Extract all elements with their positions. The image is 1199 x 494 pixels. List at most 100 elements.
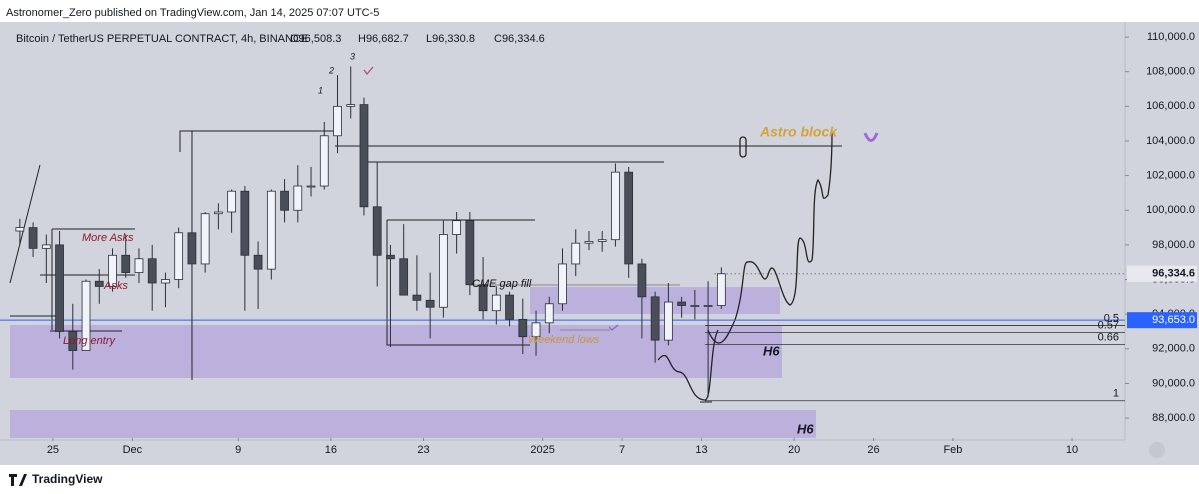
fib-label: 1 bbox=[1113, 388, 1119, 400]
candle-body bbox=[465, 220, 475, 286]
candle-body bbox=[703, 305, 713, 307]
fib-label: 0.5 bbox=[1104, 312, 1119, 324]
candle-body bbox=[94, 280, 104, 287]
y-tick-label: 104,000.0 bbox=[1146, 135, 1195, 147]
candle-body bbox=[187, 232, 197, 265]
candle-body bbox=[478, 284, 488, 312]
ohlc: O96,508.3 bbox=[290, 33, 341, 45]
y-tick-label: 106,000.0 bbox=[1146, 100, 1195, 112]
h6-zone bbox=[10, 410, 816, 438]
candle-body bbox=[597, 239, 607, 242]
candle-body bbox=[319, 135, 329, 187]
symbol-title: Bitcoin / TetherUS PERPETUAL CONTRACT, 4… bbox=[16, 33, 308, 45]
x-tick-label: 10 bbox=[1066, 444, 1078, 456]
marker bbox=[739, 136, 747, 158]
y-tick-label: 88,000.0 bbox=[1152, 412, 1195, 424]
candle-body bbox=[333, 105, 342, 137]
x-tick-label: 20 bbox=[788, 444, 800, 456]
candle-body bbox=[346, 104, 356, 107]
candle-body bbox=[386, 254, 395, 260]
candle-body bbox=[68, 331, 78, 351]
dynamic: 88,000.090,000.092,000.094,000.096,000.0… bbox=[0, 31, 1197, 456]
auto-button[interactable] bbox=[1149, 442, 1165, 458]
candle-body bbox=[200, 213, 210, 265]
x-tick-label: Feb bbox=[943, 444, 962, 456]
y-tick-label: 102,000.0 bbox=[1146, 170, 1195, 182]
level bbox=[386, 220, 530, 346]
annotation: 1 bbox=[318, 85, 323, 95]
candle-body bbox=[240, 190, 250, 256]
candle-body bbox=[147, 258, 157, 284]
y-tick-label: 100,000.0 bbox=[1146, 204, 1195, 216]
candle-body bbox=[253, 254, 263, 270]
annotation: Weekend lows bbox=[528, 334, 600, 346]
x-tick-label: 25 bbox=[47, 444, 59, 456]
candle-body bbox=[41, 244, 51, 249]
candle-body bbox=[664, 301, 673, 341]
candle-body bbox=[121, 254, 131, 274]
annotation: Asks bbox=[103, 280, 128, 292]
y-tick-label: 92,000.0 bbox=[1152, 343, 1195, 355]
x-tick-label: 23 bbox=[417, 444, 429, 456]
candle-body bbox=[293, 185, 303, 211]
candle-body bbox=[15, 227, 25, 232]
projection bbox=[707, 131, 833, 344]
candle-body bbox=[558, 263, 567, 305]
candle-body bbox=[584, 241, 594, 244]
candle-body bbox=[491, 294, 501, 312]
candle-body bbox=[214, 211, 223, 215]
annotation: H6 bbox=[797, 421, 814, 436]
check bbox=[608, 324, 619, 331]
fib-label: 0.57 bbox=[1098, 319, 1119, 331]
ohlc: H96,682.7 bbox=[358, 33, 409, 45]
candle-body bbox=[544, 303, 554, 324]
x-tick-label: Dec bbox=[123, 444, 143, 456]
candle-body bbox=[161, 279, 170, 284]
candle-body bbox=[531, 322, 541, 338]
publisher: Astronomer_Zero published on TradingView… bbox=[6, 7, 379, 19]
candle-body bbox=[716, 273, 726, 306]
candle-body bbox=[677, 301, 686, 306]
projection bbox=[657, 329, 719, 401]
candle-body bbox=[650, 296, 660, 341]
price-axis bbox=[1125, 22, 1199, 465]
price-tag bbox=[1127, 265, 1197, 282]
icon bbox=[863, 132, 879, 142]
x-tick-label: 2025 bbox=[530, 444, 554, 456]
annotation: 2 bbox=[328, 65, 334, 75]
candle-body bbox=[372, 206, 382, 256]
candle-body bbox=[452, 220, 461, 235]
candle-body bbox=[637, 263, 647, 298]
x-tick-label: 26 bbox=[867, 444, 879, 456]
candle-body bbox=[611, 171, 620, 241]
chart-background bbox=[0, 22, 1199, 465]
candle-body bbox=[412, 294, 422, 301]
footer-bar bbox=[0, 465, 1199, 494]
candle-body bbox=[227, 190, 236, 213]
price-tag-label: 96,334.6 bbox=[1152, 268, 1195, 280]
y-tick-label: 90,000.0 bbox=[1152, 377, 1195, 389]
logo bbox=[9, 474, 27, 486]
annotation: H6 bbox=[763, 343, 780, 358]
candle-body bbox=[280, 190, 289, 211]
level bbox=[9, 164, 41, 284]
x-tick-label: 16 bbox=[325, 444, 337, 456]
level bbox=[179, 130, 335, 152]
candle-body bbox=[134, 258, 144, 274]
candle-body bbox=[306, 185, 316, 188]
annotation: Long entry bbox=[63, 335, 116, 347]
candle-body bbox=[505, 294, 514, 320]
candle-body bbox=[624, 171, 634, 265]
y-tick-label: 108,000.0 bbox=[1146, 66, 1195, 78]
y-tick-label: 110,000.0 bbox=[1147, 31, 1195, 43]
candle-body bbox=[108, 254, 117, 287]
candle-body bbox=[174, 232, 184, 280]
x-tick-label: 7 bbox=[619, 444, 625, 456]
candle-body bbox=[399, 258, 409, 296]
ohlc: C96,334.6 bbox=[494, 33, 545, 45]
annotation: Astro block bbox=[759, 124, 838, 140]
candle-body bbox=[518, 318, 528, 338]
annotation: More Asks bbox=[82, 232, 134, 244]
candle-body bbox=[690, 305, 700, 307]
